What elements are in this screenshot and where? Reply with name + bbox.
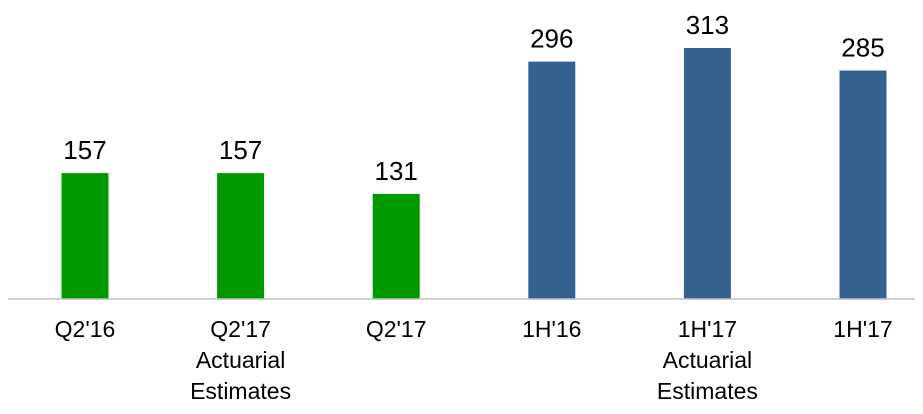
category-label-1: Q2'16	[55, 316, 116, 342]
category-label-3-line-1: Q2'17	[366, 316, 427, 342]
bar-1	[61, 173, 109, 299]
bar-6	[839, 70, 887, 299]
value-label-1: 157	[63, 135, 106, 165]
bars-group	[61, 48, 887, 299]
category-label-1-line-1: Q2'16	[55, 316, 116, 342]
category-label-4-line-1: 1H'16	[522, 316, 581, 342]
category-label-6-line-1: 1H'17	[833, 316, 892, 342]
category-label-5-line-1: 1H'17	[678, 316, 737, 342]
category-label-3: Q2'17	[366, 316, 427, 342]
category-label-2: Q2'17 Actuarial Estimates	[190, 316, 291, 404]
value-label-2: 157	[219, 135, 262, 165]
value-labels-group: 157 157 131 296 313 285	[63, 10, 884, 186]
bar-3	[372, 193, 420, 299]
category-label-5: 1H'17 Actuarial Estimates	[657, 316, 758, 404]
value-label-4: 296	[530, 24, 573, 54]
category-labels-group: Q2'16 Q2'17 Actuarial Estimates Q2'17 1H'16 1H…	[55, 316, 893, 404]
category-label-5-line-3: Estimates	[657, 378, 758, 404]
category-label-6: 1H'17	[833, 316, 892, 342]
bar-4	[528, 61, 576, 299]
category-label-4: 1H'16	[522, 316, 581, 342]
value-label-3: 131	[375, 156, 418, 186]
category-label-5-line-2: Actuarial	[663, 347, 752, 373]
category-label-2-line-1: Q2'17	[210, 316, 271, 342]
category-label-2-line-2: Actuarial	[196, 347, 285, 373]
bar-5	[683, 48, 731, 299]
bar-2	[217, 173, 265, 299]
category-label-2-line-3: Estimates	[190, 378, 291, 404]
value-label-6: 285	[841, 33, 884, 63]
value-label-5: 313	[686, 10, 729, 40]
